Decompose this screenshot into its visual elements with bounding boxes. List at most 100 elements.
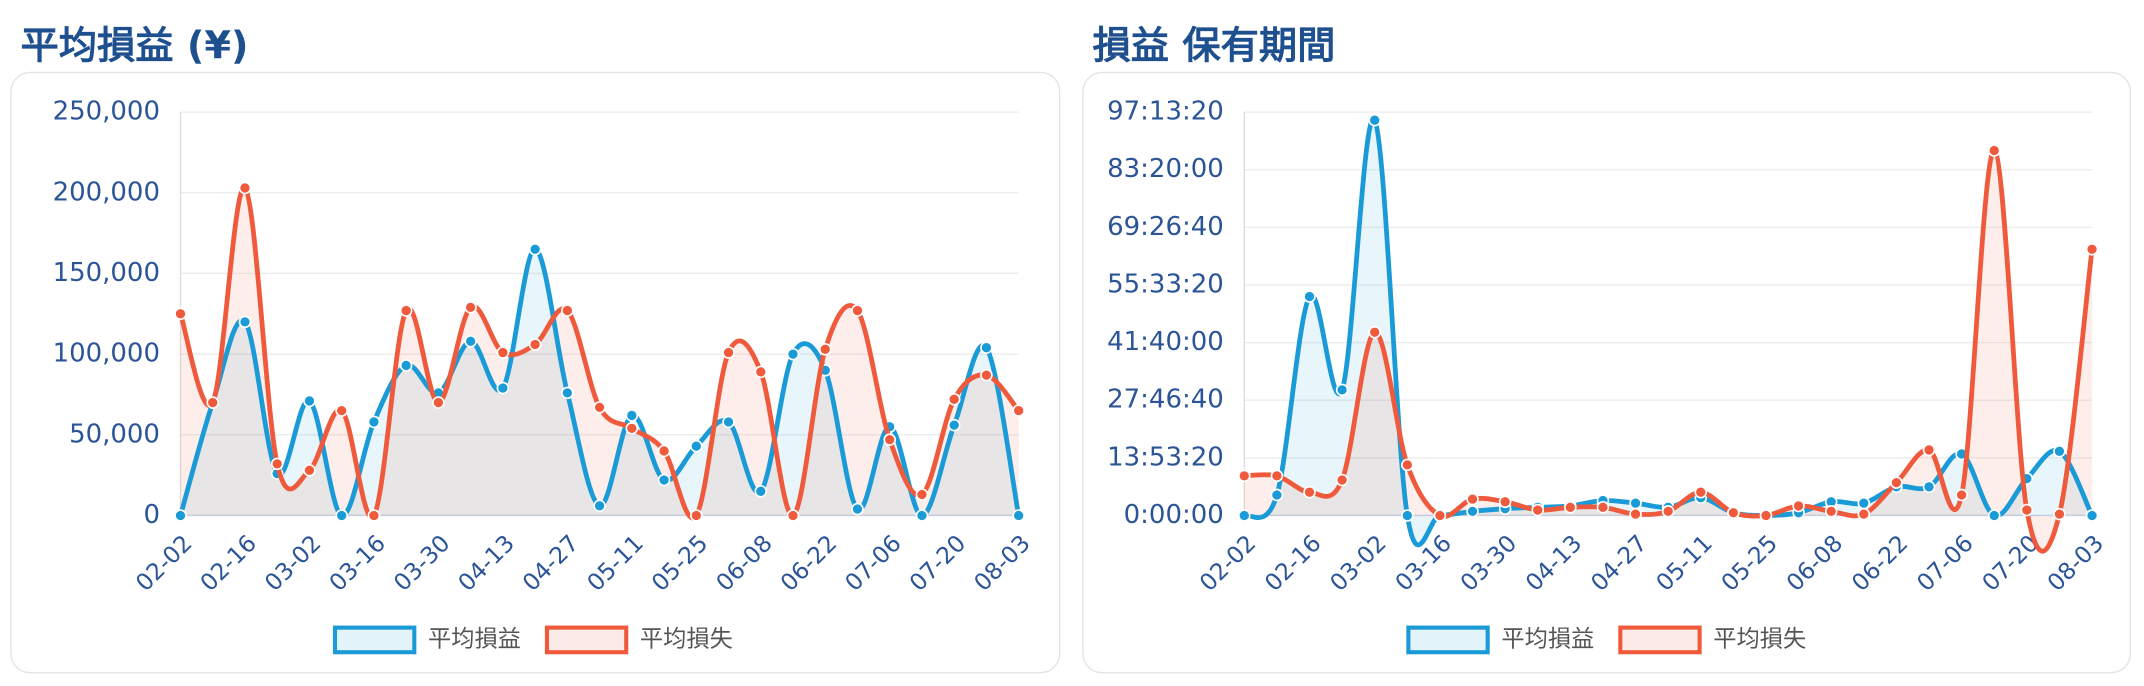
point <box>1661 505 1675 518</box>
point <box>1012 509 1025 522</box>
point <box>367 415 381 429</box>
point <box>1922 443 1936 457</box>
point <box>722 415 735 429</box>
point <box>432 396 445 409</box>
point <box>335 404 348 417</box>
point <box>657 473 671 487</box>
point <box>883 433 897 446</box>
legend-label: 平均損失 <box>1713 625 1806 652</box>
point <box>690 439 703 453</box>
point <box>1955 488 1968 502</box>
point <box>1857 507 1871 521</box>
area <box>180 187 1019 519</box>
legend-label: 平均損益 <box>1501 625 1594 652</box>
point <box>206 396 220 409</box>
y-tick-label: 13:53:20 <box>1107 442 1224 472</box>
point <box>1792 499 1805 513</box>
point <box>754 365 768 379</box>
point <box>786 509 800 522</box>
line <box>1244 148 2095 554</box>
y-tick-label: 83:20:00 <box>1107 154 1224 184</box>
point <box>1401 509 1414 522</box>
legend-swatch <box>544 625 629 655</box>
point <box>1401 458 1414 472</box>
point <box>1857 496 1871 510</box>
point <box>915 488 929 501</box>
y-tick-label: 0 <box>143 500 160 530</box>
point <box>2020 503 2034 517</box>
y-tick-label: 69:26:40 <box>1107 212 1224 242</box>
legend-label: 平均損益 <box>428 625 521 652</box>
point <box>1270 469 1284 483</box>
point <box>1759 509 1773 522</box>
point <box>528 338 542 351</box>
y-tick-label: 55:33:20 <box>1107 269 1224 299</box>
point <box>1727 506 1740 520</box>
point <box>851 304 864 317</box>
point <box>174 307 187 321</box>
point <box>496 346 510 359</box>
point <box>593 499 606 513</box>
point <box>1922 480 1936 494</box>
y-tick-label: 0:00:00 <box>1124 500 1224 530</box>
point <box>1498 495 1512 509</box>
y-tick-label: 41:40:00 <box>1107 327 1224 357</box>
y-tick-label: 27:46:40 <box>1107 385 1224 415</box>
point <box>464 301 477 314</box>
point <box>980 341 993 354</box>
legend-swatch <box>1618 625 1702 655</box>
point <box>303 464 316 477</box>
y-tick-label: 100,000 <box>53 339 160 369</box>
point <box>1237 509 1251 522</box>
point <box>1531 503 1545 517</box>
point <box>1368 325 1381 339</box>
panel <box>10 71 1061 674</box>
point <box>303 394 316 408</box>
point <box>335 509 348 522</box>
point <box>174 509 187 522</box>
point <box>399 359 413 372</box>
point <box>464 334 477 348</box>
point <box>851 502 864 516</box>
point <box>2085 242 2099 256</box>
point <box>1466 492 1479 506</box>
point <box>947 418 961 432</box>
point <box>593 401 606 414</box>
point <box>1890 476 1903 489</box>
point <box>1433 509 1447 522</box>
panel <box>1082 71 2132 674</box>
chart-title: 損益 保有期間 <box>1093 23 1336 68</box>
point <box>786 347 800 361</box>
legend-swatch <box>332 625 417 655</box>
point <box>561 304 574 317</box>
y-tick-label: 250,000 <box>53 97 160 127</box>
point <box>1629 496 1642 510</box>
point <box>1237 469 1251 483</box>
point <box>2053 445 2066 458</box>
point <box>657 444 671 458</box>
area <box>1244 118 2093 545</box>
point <box>270 457 284 471</box>
point <box>980 368 993 382</box>
y-tick-label: 97:13:20 <box>1107 97 1224 127</box>
point <box>1368 113 1381 127</box>
point <box>915 509 929 522</box>
point <box>496 381 510 395</box>
point <box>1694 485 1708 499</box>
point <box>754 484 768 498</box>
point <box>367 509 381 522</box>
point <box>2053 507 2066 521</box>
point <box>722 346 735 359</box>
point <box>625 409 639 422</box>
point <box>1987 509 2001 522</box>
point <box>1303 485 1316 499</box>
point <box>1824 505 1838 518</box>
point <box>1987 144 2001 157</box>
point <box>1596 501 1610 514</box>
point <box>1303 290 1316 303</box>
point <box>238 181 252 195</box>
legend-swatch <box>1406 625 1490 655</box>
y-tick-label: 50,000 <box>69 419 160 449</box>
point <box>238 315 252 329</box>
